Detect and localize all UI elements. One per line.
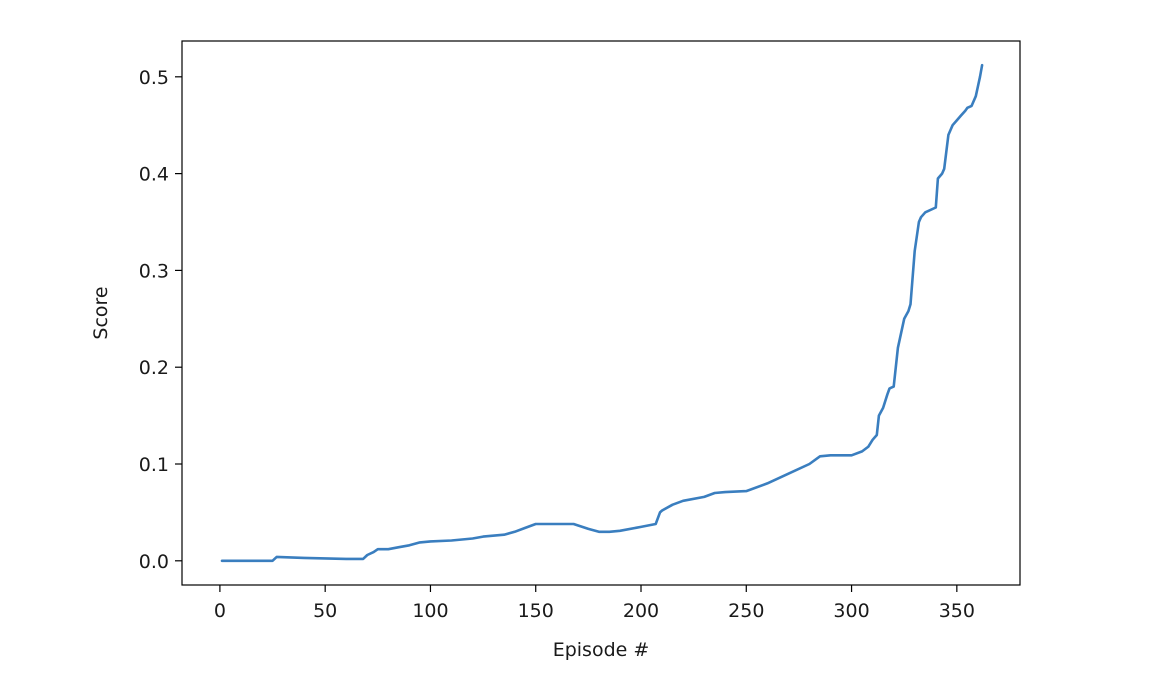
x-tick-label: 0 — [214, 600, 226, 622]
y-tick-label: 0.1 — [139, 454, 169, 476]
x-tick-label: 100 — [412, 600, 448, 622]
y-tick-label: 0.3 — [139, 260, 169, 282]
x-axis-label: Episode # — [553, 639, 650, 661]
y-axis-ticks: 0.0 0.1 0.2 0.3 0.4 0.5 — [139, 67, 182, 573]
plot-area-frame — [181, 40, 1021, 586]
series-lines — [220, 63, 984, 563]
y-tick-label: 0.4 — [139, 164, 169, 186]
x-tick-label: 50 — [313, 600, 337, 622]
x-tick-label: 200 — [623, 600, 659, 622]
x-tick-label: 350 — [939, 600, 975, 622]
y-axis-label: Score — [90, 286, 112, 339]
x-tick-label: 300 — [833, 600, 869, 622]
score-line — [220, 63, 984, 563]
y-tick-label: 0.0 — [139, 551, 169, 573]
x-axis-ticks: 0 50 100 150 200 250 300 350 — [214, 585, 975, 622]
x-tick-label: 250 — [728, 600, 764, 622]
y-tick-label: 0.5 — [139, 67, 169, 89]
x-tick-label: 150 — [518, 600, 554, 622]
y-tick-label: 0.2 — [139, 357, 169, 379]
